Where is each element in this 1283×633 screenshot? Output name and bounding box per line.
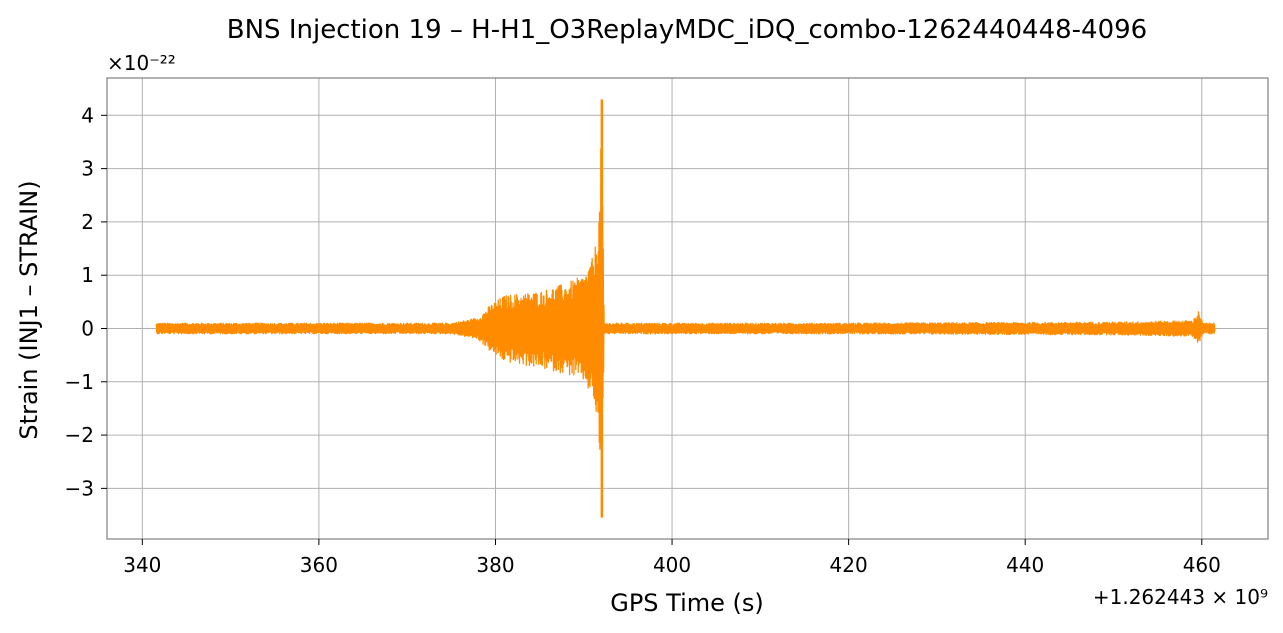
x-axis-label: GPS Time (s) <box>610 589 764 617</box>
y-tick-label: 1 <box>81 263 94 287</box>
x-tick-label: 420 <box>830 553 868 577</box>
x-tick-label: 360 <box>300 553 338 577</box>
strain-series <box>155 99 1216 518</box>
y-axis-label: Strain (INJ1 – STRAIN) <box>15 180 43 439</box>
y-tick-label: −2 <box>65 423 94 447</box>
y-tick-label: 2 <box>81 210 94 234</box>
y-axis-ticks: −3 −2 −1 0 1 2 3 4 <box>65 103 107 500</box>
x-tick-label: 460 <box>1183 553 1221 577</box>
y-tick-label: −1 <box>65 370 94 394</box>
x-offset-label: +1.262443 × 10⁹ <box>1093 585 1268 609</box>
x-tick-label: 440 <box>1006 553 1044 577</box>
strain-trace <box>155 146 1216 455</box>
y-tick-label: 4 <box>81 103 94 127</box>
y-tick-label: −3 <box>65 476 94 500</box>
y-scale-label: ×10⁻²² <box>107 51 176 75</box>
grid <box>107 78 1268 539</box>
y-tick-label: 3 <box>81 157 94 181</box>
x-tick-label: 400 <box>653 553 691 577</box>
x-tick-label: 340 <box>123 553 161 577</box>
plot-frame <box>106 77 1269 540</box>
chart-title: BNS Injection 19 – H-H1_O3ReplayMDC_iDQ_… <box>227 15 1147 45</box>
y-tick-label: 0 <box>81 316 94 340</box>
x-axis-ticks: 340 360 380 400 420 440 460 <box>123 539 1221 577</box>
x-tick-label: 380 <box>476 553 514 577</box>
